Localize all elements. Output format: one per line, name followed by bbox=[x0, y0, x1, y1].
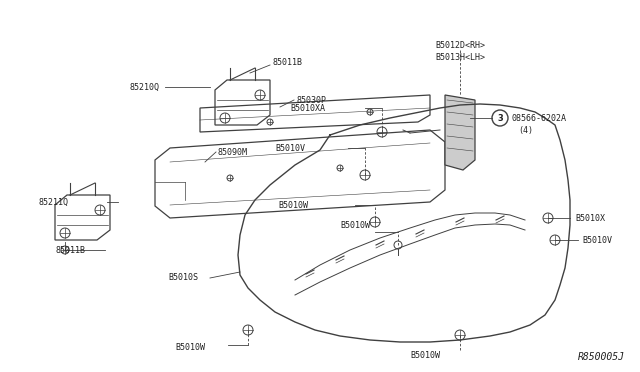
Text: R850005J: R850005J bbox=[578, 352, 625, 362]
Text: B5010W: B5010W bbox=[340, 221, 370, 230]
Text: B5010S: B5010S bbox=[168, 273, 198, 282]
Text: B5010XA: B5010XA bbox=[290, 103, 325, 112]
Text: B5010V: B5010V bbox=[275, 144, 305, 153]
Polygon shape bbox=[445, 95, 475, 170]
Text: B5012D<RH>: B5012D<RH> bbox=[435, 41, 485, 49]
Text: 85011B: 85011B bbox=[273, 58, 303, 67]
Text: 85210Q: 85210Q bbox=[130, 83, 160, 92]
Text: B5010V: B5010V bbox=[582, 235, 612, 244]
Text: B5013H<LH>: B5013H<LH> bbox=[435, 52, 485, 61]
Text: B5010W: B5010W bbox=[410, 350, 440, 359]
Text: B5010W: B5010W bbox=[278, 201, 308, 209]
Text: B5010W: B5010W bbox=[175, 343, 205, 353]
Text: 85211Q: 85211Q bbox=[38, 198, 68, 206]
Text: 3: 3 bbox=[497, 113, 503, 122]
Text: 85090M: 85090M bbox=[218, 148, 248, 157]
Text: 85011B: 85011B bbox=[55, 246, 85, 254]
Text: B5010X: B5010X bbox=[575, 214, 605, 222]
Text: (4): (4) bbox=[518, 125, 533, 135]
Text: 08566-6202A: 08566-6202A bbox=[512, 113, 567, 122]
Text: 85030P: 85030P bbox=[297, 96, 327, 105]
